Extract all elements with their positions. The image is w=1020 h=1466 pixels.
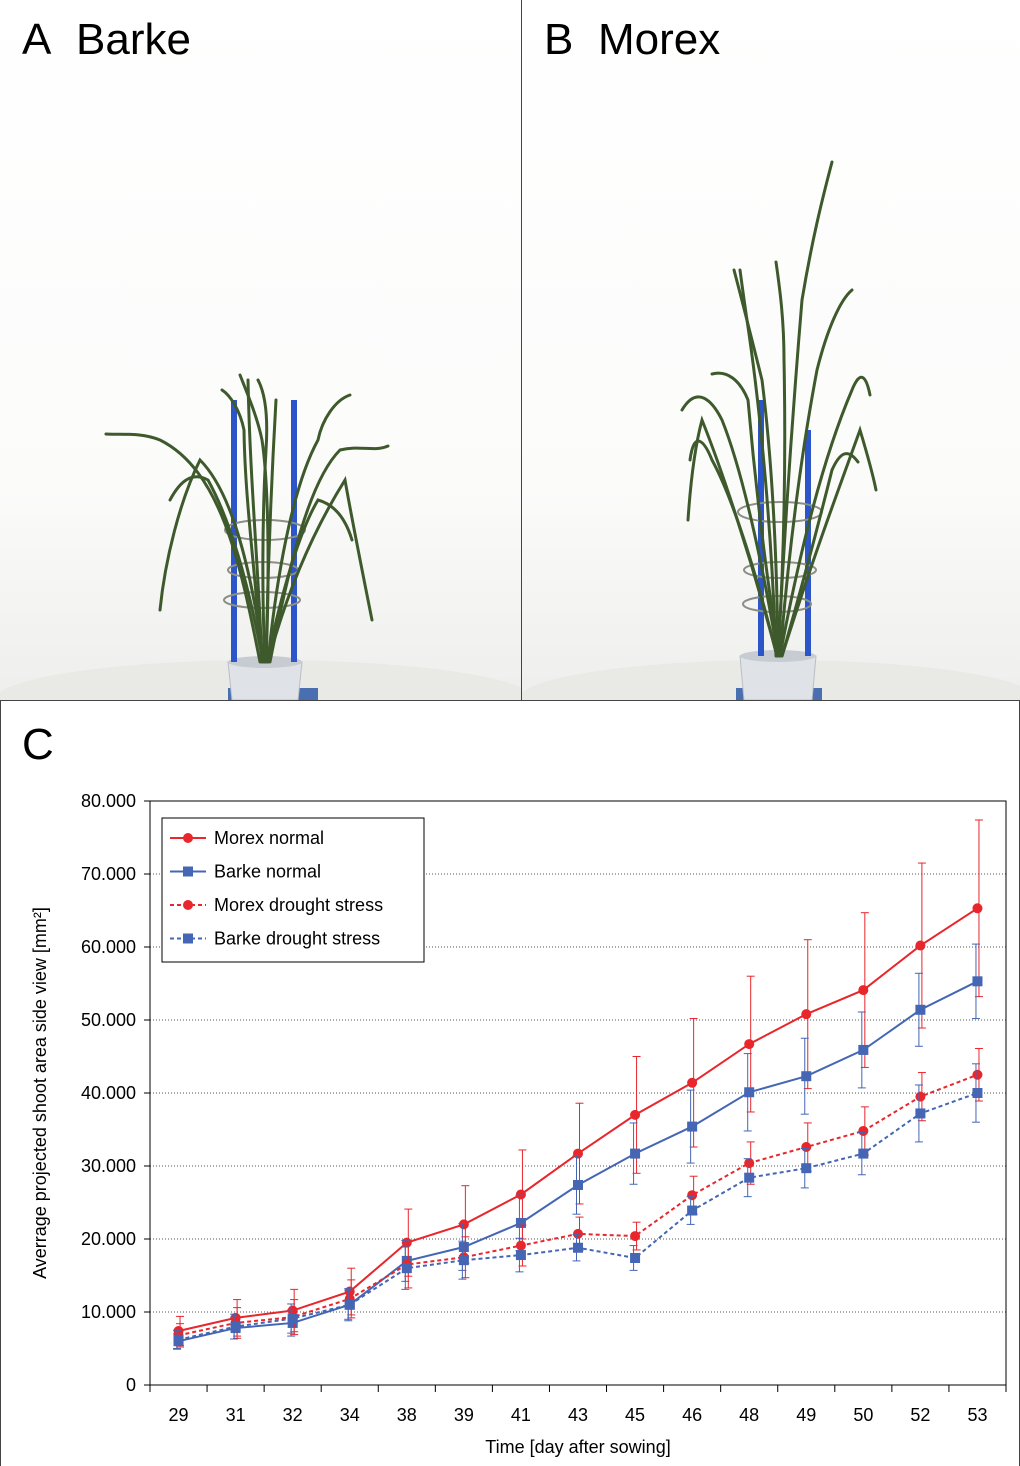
point-morex-drought-stress (801, 1142, 812, 1153)
x-tick-label: 34 (340, 1405, 360, 1425)
x-tick-label: 31 (226, 1405, 246, 1425)
x-tick-label: 46 (682, 1405, 702, 1425)
point-barke-drought-stress (287, 1313, 298, 1324)
panel-c-letter: C (22, 720, 54, 769)
series-line-morex-normal (178, 907, 979, 1332)
point-barke-normal (458, 1242, 469, 1253)
point-barke-normal (630, 1148, 641, 1159)
point-barke-drought-stress (230, 1321, 241, 1332)
photo-panel-morex: B Morex (522, 0, 1020, 700)
panel-b-title: Morex (598, 15, 721, 64)
shoot-area-chart: 0 10.000 20.000 30.000 40.000 50.000 60.000 70.… (30, 791, 1007, 1457)
x-tick-label: 53 (967, 1405, 987, 1425)
point-barke-drought-stress (458, 1255, 469, 1266)
point-barke-drought-stress (515, 1250, 526, 1261)
point-barke-drought-stress (173, 1334, 184, 1345)
point-barke-normal (515, 1217, 526, 1228)
point-barke-drought-stress (972, 1088, 983, 1098)
legend-marker-barke-normal (183, 866, 193, 877)
y-tick-label: 20.000 (81, 1229, 136, 1249)
point-morex-normal (401, 1237, 412, 1248)
point-morex-drought-stress (573, 1228, 583, 1239)
point-morex-normal (573, 1148, 583, 1159)
point-morex-drought-stress (515, 1240, 526, 1251)
x-tick-label: 49 (796, 1405, 816, 1425)
point-morex-normal (687, 1077, 698, 1088)
x-tick-label: 48 (739, 1405, 759, 1425)
point-morex-drought-stress (630, 1231, 641, 1242)
y-tick-label: 10.000 (81, 1302, 136, 1322)
photo-panel-barke: A Barke (0, 0, 522, 700)
point-barke-normal (858, 1044, 869, 1055)
y-tick-label: 0 (126, 1375, 136, 1395)
point-barke-drought-stress (801, 1163, 812, 1174)
point-morex-normal (744, 1039, 755, 1050)
point-morex-normal (630, 1109, 641, 1120)
y-tick-label: 80.000 (81, 791, 136, 811)
x-tick-label: 41 (511, 1405, 531, 1425)
point-barke-drought-stress (401, 1263, 412, 1274)
point-barke-normal (915, 1004, 926, 1015)
point-morex-drought-stress (858, 1125, 869, 1136)
x-tick-label: 52 (910, 1405, 930, 1425)
x-tick-label: 45 (625, 1405, 645, 1425)
point-morex-normal (915, 940, 926, 951)
y-tick-label: 60.000 (81, 937, 136, 957)
legend-label-morex-drought-stress: Morex drought stress (214, 895, 383, 915)
x-tick-label: 38 (397, 1405, 417, 1425)
point-barke-drought-stress (915, 1108, 926, 1119)
point-morex-normal (972, 903, 983, 914)
point-barke-drought-stress (744, 1172, 755, 1183)
panel-b-letter: B (544, 15, 574, 64)
point-morex-drought-stress (744, 1158, 755, 1169)
point-barke-drought-stress (630, 1252, 641, 1263)
point-barke-drought-stress (573, 1242, 583, 1253)
point-morex-drought-stress (972, 1069, 983, 1080)
legend-marker-barke-drought-stress (183, 933, 193, 944)
panel-a-letter: A (22, 15, 52, 64)
panel-divider (0, 700, 1020, 701)
x-tick-label: 39 (454, 1405, 474, 1425)
point-morex-normal (515, 1189, 526, 1200)
legend-marker-morex-normal (183, 833, 193, 843)
point-barke-normal (801, 1071, 812, 1082)
x-tick-label: 29 (169, 1405, 189, 1425)
plot-frame (149, 800, 1007, 1386)
point-morex-drought-stress (687, 1190, 698, 1201)
point-morex-normal (801, 1009, 812, 1020)
point-barke-drought-stress (858, 1148, 869, 1159)
y-tick-label: 30.000 (81, 1156, 136, 1176)
series-line-barke-drought-stress (178, 1092, 978, 1341)
x-tick-label: 43 (568, 1405, 588, 1425)
point-barke-normal (573, 1179, 583, 1190)
panel-a-title: Barke (76, 15, 191, 64)
point-morex-normal (458, 1219, 469, 1230)
x-tick-label: 32 (283, 1405, 303, 1425)
legend-label-morex-normal: Morex normal (214, 828, 324, 848)
y-tick-label: 50.000 (81, 1010, 136, 1030)
y-tick-label: 40.000 (81, 1083, 136, 1103)
point-morex-normal (858, 985, 869, 996)
legend-marker-morex-drought-stress (183, 900, 193, 910)
y-tick-label: 70.000 (81, 864, 136, 884)
y-axis-label: Averrage projected shoot area side view … (30, 907, 50, 1279)
barke-plant-image (0, 373, 521, 700)
point-barke-normal (744, 1087, 755, 1098)
x-tick-label: 50 (853, 1405, 873, 1425)
series-line-barke-normal (178, 980, 978, 1343)
point-barke-drought-stress (344, 1299, 355, 1310)
legend-label-barke-normal: Barke normal (214, 862, 321, 882)
point-morex-drought-stress (915, 1091, 926, 1102)
chart-panel: C 0 10.000 20.000 30.000 40.000 50.000 60.000 7… (0, 701, 1020, 1466)
point-barke-drought-stress (687, 1205, 698, 1216)
x-axis-label: Time [day after sowing] (485, 1437, 670, 1457)
legend-label-barke-drought-stress: Barke drought stress (214, 929, 380, 949)
point-barke-normal (687, 1121, 698, 1132)
series-line-morex-drought-stress (178, 1073, 978, 1337)
morex-plant-image (522, 160, 1020, 700)
point-barke-normal (972, 976, 983, 987)
